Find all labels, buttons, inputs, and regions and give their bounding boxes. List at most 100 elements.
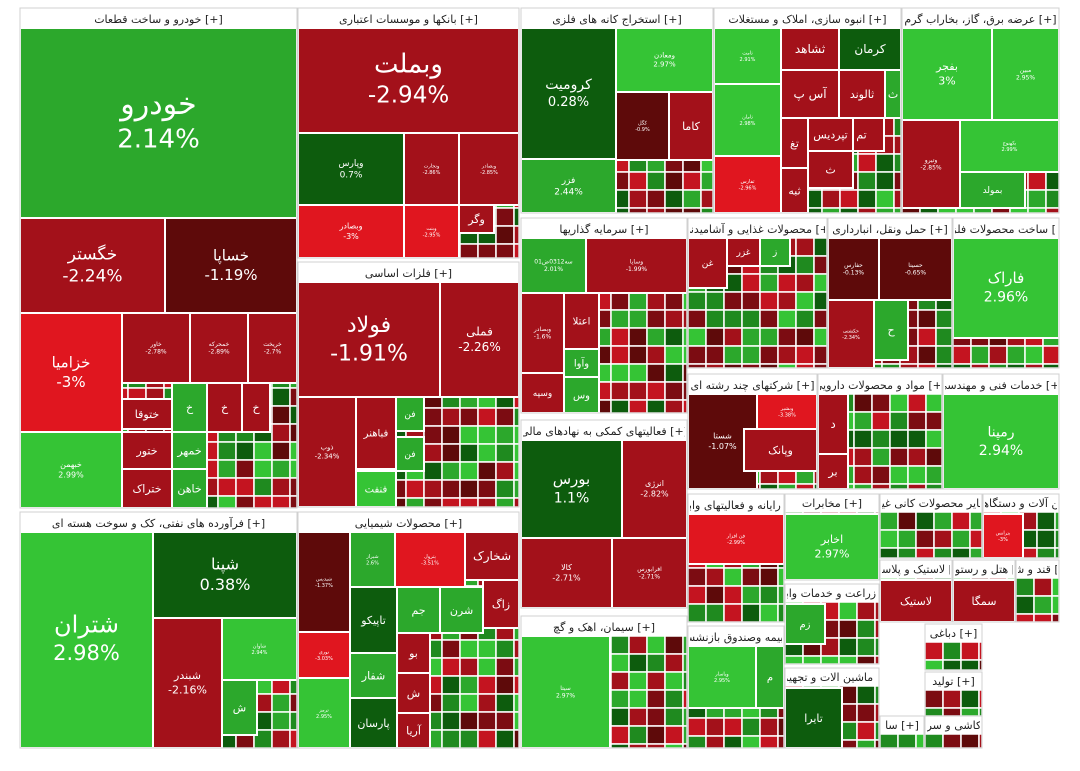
filler-block <box>441 425 461 445</box>
sector-header[interactable] <box>925 624 982 642</box>
stock-tile[interactable] <box>19 431 123 509</box>
sector-header[interactable] <box>925 672 982 690</box>
stock-tile[interactable] <box>355 396 397 470</box>
stock-tile[interactable] <box>615 91 670 161</box>
stock-tile[interactable] <box>349 697 398 749</box>
stock-tile[interactable] <box>297 677 351 749</box>
sector-header[interactable] <box>818 374 942 394</box>
sector-header[interactable] <box>953 218 1059 238</box>
stock-tile[interactable] <box>780 117 809 169</box>
stock-tile[interactable] <box>713 83 782 157</box>
stock-tile[interactable] <box>611 537 688 609</box>
sector-header[interactable] <box>953 560 1015 578</box>
sector-header[interactable] <box>688 374 817 394</box>
stock-tile[interactable] <box>121 398 173 430</box>
stock-tile[interactable] <box>817 393 849 455</box>
sector-header[interactable] <box>1016 560 1059 578</box>
stock-tile[interactable] <box>873 299 909 361</box>
sector-header[interactable] <box>688 218 827 238</box>
stock-tile[interactable] <box>297 281 441 398</box>
stock-tile[interactable] <box>395 436 425 472</box>
stock-tile[interactable] <box>838 69 886 119</box>
stock-tile[interactable] <box>297 27 520 134</box>
sector-header[interactable] <box>688 494 784 514</box>
stock-tile[interactable] <box>121 312 191 384</box>
stock-tile[interactable] <box>171 382 208 433</box>
sector-header[interactable] <box>714 8 901 28</box>
sector-header[interactable] <box>785 668 879 686</box>
stock-tile[interactable] <box>349 586 398 654</box>
stock-tile[interactable] <box>19 27 298 219</box>
stock-tile[interactable] <box>297 204 405 259</box>
stock-tile[interactable] <box>19 217 166 314</box>
stock-tile[interactable] <box>687 237 728 289</box>
stock-tile[interactable] <box>355 470 397 508</box>
stock-tile[interactable] <box>241 382 271 433</box>
stock-tile[interactable] <box>395 396 425 432</box>
stock-tile[interactable] <box>621 439 688 539</box>
stock-tile[interactable] <box>959 119 1060 173</box>
stock-change-pct: -2.34% <box>315 453 340 461</box>
stock-tile[interactable] <box>687 513 785 565</box>
sector-header[interactable] <box>880 494 982 512</box>
sector-header[interactable] <box>785 494 879 512</box>
sector-header[interactable] <box>925 716 982 734</box>
sector-header[interactable] <box>298 262 519 282</box>
stock-tile[interactable] <box>901 119 961 209</box>
stock-tile[interactable] <box>458 132 520 206</box>
stock-tile[interactable] <box>878 237 953 301</box>
stock-tile[interactable] <box>585 237 688 294</box>
stock-tile[interactable] <box>482 579 520 629</box>
stock-tile[interactable] <box>759 237 791 267</box>
sector-header[interactable] <box>983 494 1059 512</box>
stock-tile[interactable] <box>520 537 613 609</box>
stock-tile[interactable] <box>520 635 611 749</box>
stock-tile[interactable] <box>520 439 623 539</box>
stock-tile[interactable] <box>780 167 809 214</box>
stock-tile[interactable] <box>952 237 1060 339</box>
stock-tile[interactable] <box>942 393 1060 490</box>
stock-tile[interactable] <box>171 431 208 470</box>
sector-header[interactable] <box>521 616 687 636</box>
stock-tile[interactable] <box>615 27 714 93</box>
stock-tile[interactable] <box>827 299 875 369</box>
stock-tile[interactable] <box>959 171 1026 209</box>
sector-header[interactable] <box>521 218 687 238</box>
sector-header[interactable] <box>20 512 297 532</box>
stock-tile[interactable] <box>349 652 398 699</box>
sector-header[interactable] <box>298 8 519 28</box>
sector-header[interactable] <box>785 584 879 602</box>
stock-tile[interactable] <box>247 312 298 384</box>
sector-header[interactable] <box>298 512 519 532</box>
sector-header[interactable] <box>943 374 1059 394</box>
stock-tile[interactable] <box>520 158 617 214</box>
sector-header[interactable] <box>688 626 784 646</box>
stock-tile[interactable] <box>743 428 818 472</box>
stock-tile[interactable] <box>520 27 617 160</box>
sector-header[interactable] <box>521 8 713 28</box>
stock-tile[interactable] <box>297 396 357 508</box>
sector-header[interactable] <box>20 8 297 28</box>
stock-tile[interactable] <box>784 687 843 749</box>
sector-header[interactable] <box>902 8 1059 28</box>
stock-tile[interactable] <box>221 679 258 736</box>
stock-tile[interactable] <box>563 292 600 350</box>
stock-tile[interactable] <box>297 132 405 206</box>
stock-tile[interactable] <box>206 382 243 433</box>
stock-tile[interactable] <box>439 281 520 398</box>
stock-tile[interactable] <box>221 617 298 681</box>
sector-header[interactable] <box>880 560 952 578</box>
stock-tile[interactable] <box>458 204 495 234</box>
stock-tile[interactable] <box>784 513 880 581</box>
filler-block <box>1006 345 1026 365</box>
stock-tile[interactable] <box>563 376 600 414</box>
filler-block <box>777 273 797 293</box>
stock-change-pct: -1.91% <box>330 341 408 366</box>
sector-header[interactable] <box>828 218 952 238</box>
sector-header[interactable] <box>880 716 924 734</box>
sector-header[interactable] <box>521 420 687 440</box>
stock-tile[interactable] <box>807 150 854 189</box>
stock-tile[interactable] <box>19 531 154 749</box>
stock-tile[interactable] <box>396 672 431 714</box>
stock-tile[interactable] <box>784 603 826 645</box>
